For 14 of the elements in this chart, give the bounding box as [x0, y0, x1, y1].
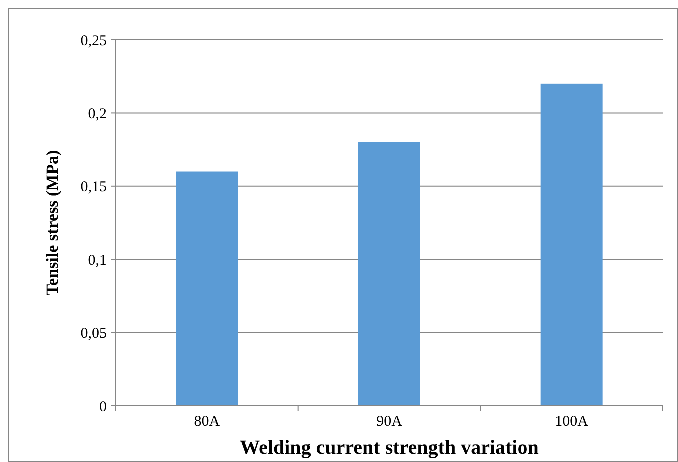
bar [358, 142, 420, 406]
x-tick-label: 80A [194, 414, 220, 430]
y-tick-label: 0 [100, 399, 107, 416]
y-tick-label: 0,1 [88, 252, 107, 269]
x-axis-title: Welding current strength variation [240, 437, 539, 459]
bar [540, 84, 603, 406]
y-axis-title: Tensile stress (MPa) [43, 150, 62, 296]
y-tick-label: 0,05 [80, 326, 107, 342]
y-tick-label: 0,15 [80, 180, 107, 196]
x-tick-label: 90A [376, 414, 403, 430]
y-tick-label: 0,25 [80, 33, 107, 50]
y-tick-label: 0,2 [88, 106, 107, 122]
x-tick-label: 100A [555, 414, 589, 430]
bar [176, 172, 238, 406]
